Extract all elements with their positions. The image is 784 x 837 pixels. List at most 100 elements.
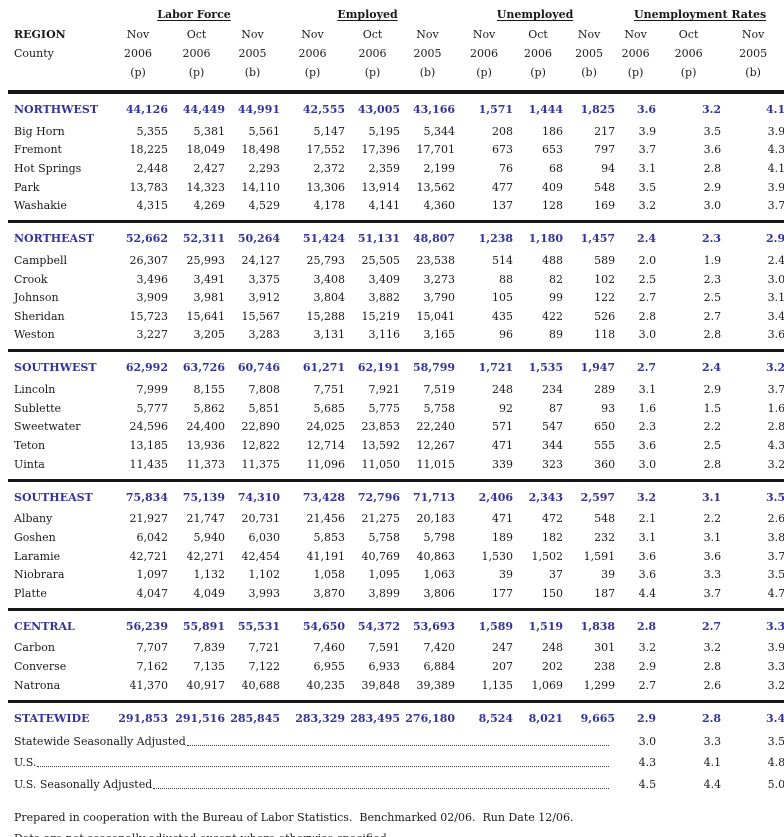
county-value: 11,096 [306, 457, 346, 471]
county-value: 3.7 [703, 586, 722, 600]
region-total-value: 1,589 [455, 607, 514, 639]
county-value: 3.2 [638, 641, 657, 655]
county-value: 1,135 [481, 678, 514, 692]
county-value: 2.8 [767, 420, 784, 434]
county-value: 1.5 [703, 401, 722, 415]
county-value: 248 [492, 383, 514, 397]
county-value: 5,777 [136, 401, 169, 415]
county-value: 435 [492, 309, 514, 323]
group-header-row: Labor Force Employed Unemployed Unemploy… [8, 5, 784, 25]
county-value: 15,041 [416, 309, 456, 323]
column-month: Nov [301, 28, 324, 41]
county-name: Park [14, 180, 40, 194]
county-value: 3,909 [136, 291, 169, 305]
county-value: 2,448 [136, 161, 169, 175]
column-note: (p) [364, 66, 381, 79]
region-total-value: 1,947 [563, 349, 616, 381]
group-label: Unemployment Rates [634, 8, 767, 21]
region-total-value: 73,428 [280, 478, 346, 510]
footer: Prepared in cooperation with the Bureau … [8, 807, 784, 837]
county-value: 7,591 [368, 641, 401, 655]
county-value: 7,519 [423, 383, 456, 397]
county-value: 3.2 [703, 641, 722, 655]
county-value: 8,155 [193, 383, 226, 397]
county-value: 3.5 [767, 568, 784, 582]
county-value: 21,927 [129, 512, 169, 526]
column-header-0: Nov 2006 (p) [108, 25, 168, 92]
county-name: Fremont [14, 143, 62, 157]
county-value: 17,396 [361, 143, 401, 157]
adjusted-row-label: Statewide Seasonally Adjusted [14, 734, 186, 748]
statewide-value: 283,495 [345, 699, 401, 731]
county-value: 1.6 [638, 401, 657, 415]
county-value: 5,685 [313, 401, 346, 415]
adjusted-rate-value: 4.1 [703, 756, 722, 770]
county-value: 7,162 [136, 660, 169, 674]
region-total-row: NORTHEAST 52,662 52,311 50,264 51,424 51,131 4… [8, 220, 784, 252]
region-total-value: 56,239 [108, 607, 168, 639]
county-value: 7,721 [248, 641, 281, 655]
county-value: 3,899 [368, 586, 401, 600]
county-value: 15,567 [241, 309, 281, 323]
county-value: 128 [542, 199, 564, 213]
county-value: 1,299 [583, 678, 616, 692]
county-name: Big Horn [14, 124, 65, 138]
dotted-leader [153, 787, 610, 789]
county-row: Weston 3,227 3,205 3,283 3,131 3,116 3,165 96 89… [8, 326, 784, 351]
county-value: 23,853 [361, 420, 401, 434]
county-value: 2.7 [638, 291, 657, 305]
region-total-value: 2,406 [455, 478, 514, 510]
column-month: Nov [472, 28, 496, 41]
statewide-value: 285,845 [225, 699, 281, 731]
region-total-value: 75,834 [108, 478, 168, 510]
county-value: 22,240 [416, 420, 456, 434]
column-note: (p) [680, 66, 697, 79]
county-value: 3.2 [767, 457, 784, 471]
county-value: 1,591 [583, 549, 616, 563]
county-name: Weston [14, 328, 55, 342]
county-value: 3.6 [638, 549, 657, 563]
county-value: 2.7 [638, 678, 657, 692]
adjusted-rate-value: 3.0 [638, 734, 657, 748]
county-row: Fremont 18,225 18,049 18,498 17,552 17,396 17,… [8, 141, 784, 160]
column-month: Nov [577, 28, 601, 41]
county-value: 169 [594, 199, 616, 213]
county-value: 323 [542, 457, 564, 471]
county-value: 3.2 [767, 678, 784, 692]
county-row: Sheridan 15,723 15,641 15,567 15,288 15,219 15… [8, 307, 784, 326]
county-value: 1.9 [703, 253, 722, 267]
column-header-11: Nov 2005 (b) [721, 25, 784, 92]
county-value: 11,375 [241, 457, 281, 471]
county-row: Goshen 6,042 5,940 6,030 5,853 5,758 5,798 189 1… [8, 528, 784, 547]
county-value: 344 [542, 438, 564, 452]
column-note: (p) [530, 66, 546, 79]
region-total-value: 1,571 [478, 103, 514, 116]
region-total-value: 54,650 [280, 607, 346, 639]
county-value: 208 [492, 124, 514, 138]
county-value: 4,529 [248, 199, 281, 213]
county-value: 102 [594, 272, 616, 286]
county-value: 2.3 [638, 420, 657, 434]
region-total-value: 3.2 [721, 349, 784, 381]
county-value: 88 [499, 272, 514, 286]
county-value: 3.2 [638, 199, 657, 213]
county-value: 3.0 [638, 328, 657, 342]
county-value: 18,049 [186, 143, 226, 157]
column-header-8: Nov 2005 (b) [563, 25, 615, 92]
column-month: Nov [741, 28, 765, 41]
county-value: 39 [601, 568, 616, 582]
county-name: Washakie [14, 199, 67, 213]
county-name: Crook [14, 272, 48, 286]
adjusted-rate-value: 4.5 [638, 777, 657, 791]
column-month: Nov [126, 28, 150, 41]
county-value: 1,502 [531, 549, 564, 563]
county-value: 2.8 [703, 457, 722, 471]
county-value: 2.6 [767, 512, 784, 526]
labor-force-table: Labor Force Employed Unemployed Unemploy… [8, 5, 784, 795]
adjusted-rate-row: U.S. Seasonally Adjusted 4.5 4.4 5.0 [8, 774, 784, 796]
county-value: 1,132 [193, 568, 226, 582]
column-year: 2006 [298, 47, 327, 60]
county-value: 207 [492, 660, 514, 674]
adjusted-row-label-cell: U.S. [8, 752, 615, 774]
region-name: SOUTHEAST [8, 478, 108, 510]
